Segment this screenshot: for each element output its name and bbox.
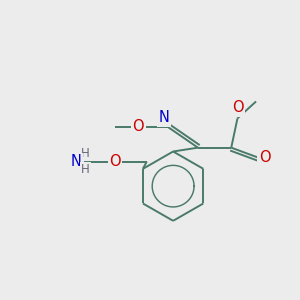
Text: H: H bbox=[81, 164, 90, 176]
Text: O: O bbox=[259, 150, 270, 165]
Text: O: O bbox=[232, 100, 243, 115]
Text: N: N bbox=[158, 110, 169, 125]
Text: O: O bbox=[109, 154, 121, 169]
Text: N: N bbox=[71, 154, 82, 169]
Text: O: O bbox=[132, 119, 144, 134]
Text: H: H bbox=[81, 146, 90, 160]
